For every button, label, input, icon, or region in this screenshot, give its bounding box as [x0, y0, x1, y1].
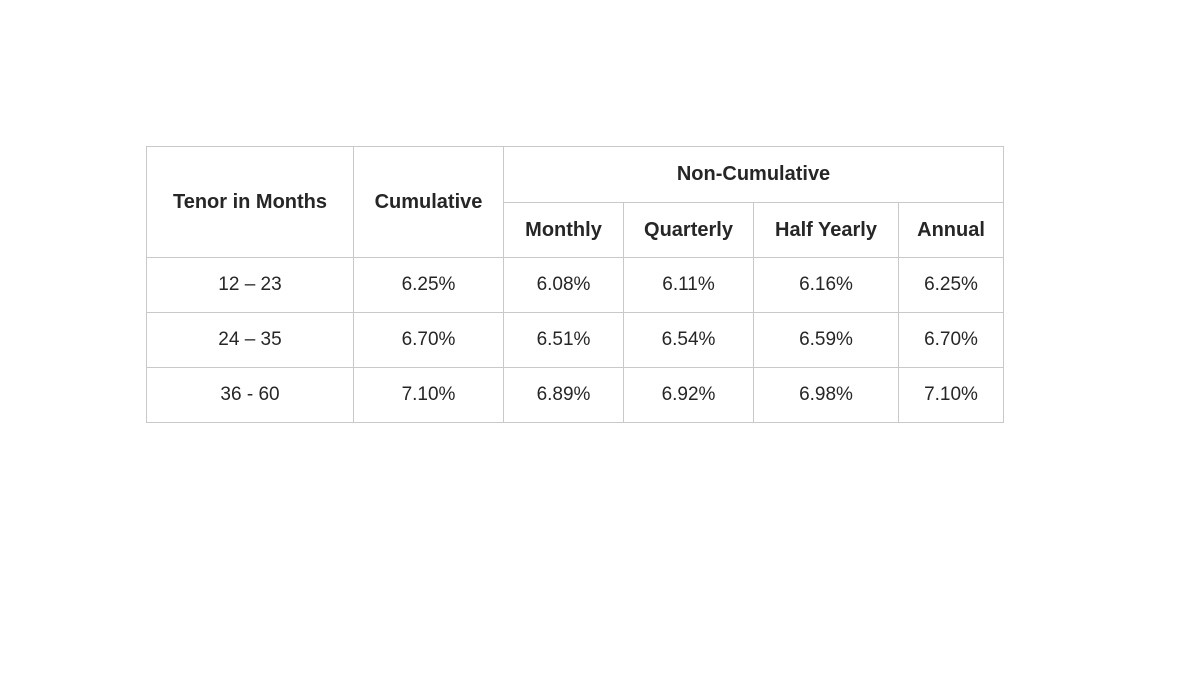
- col-header-tenor: Tenor in Months: [146, 146, 354, 258]
- col-header-monthly: Monthly: [503, 202, 624, 258]
- table-row: 12 – 23 6.25% 6.08% 6.11% 6.16% 6.25%: [146, 257, 1005, 313]
- cell-monthly-rate: 6.08%: [503, 257, 624, 313]
- col-header-non-cumulative: Non-Cumulative: [502, 146, 1005, 203]
- header-row-sub: Monthly Quarterly Half Yearly Annual: [147, 202, 1005, 258]
- cell-cumulative-rate: 6.25%: [353, 257, 504, 313]
- cell-monthly-rate: 6.89%: [503, 367, 624, 423]
- cell-tenor: 12 – 23: [146, 257, 354, 313]
- col-header-annual: Annual: [897, 202, 1005, 258]
- cell-quarterly-rate: 6.54%: [623, 312, 754, 368]
- cell-tenor: 36 - 60: [146, 367, 354, 423]
- rates-table-container: Tenor in Months Cumulative Non-Cumulativ…: [146, 146, 1005, 423]
- cell-cumulative-rate: 7.10%: [353, 367, 504, 423]
- cell-annual-rate: 7.10%: [897, 367, 1005, 423]
- cell-quarterly-rate: 6.92%: [623, 367, 754, 423]
- cell-half-yearly-rate: 6.16%: [753, 257, 899, 313]
- col-header-quarterly: Quarterly: [623, 202, 754, 258]
- cell-monthly-rate: 6.51%: [503, 312, 624, 368]
- cell-half-yearly-rate: 6.98%: [753, 367, 899, 423]
- cell-cumulative-rate: 6.70%: [353, 312, 504, 368]
- cell-half-yearly-rate: 6.59%: [753, 312, 899, 368]
- cell-quarterly-rate: 6.11%: [623, 257, 754, 313]
- cell-annual-rate: 6.70%: [897, 312, 1005, 368]
- col-header-cumulative: Cumulative: [353, 146, 504, 258]
- table-row: 24 – 35 6.70% 6.51% 6.54% 6.59% 6.70%: [146, 312, 1005, 368]
- cell-tenor: 24 – 35: [146, 312, 354, 368]
- header-row-top: Tenor in Months Cumulative Non-Cumulativ…: [146, 146, 1005, 258]
- table-row: 36 - 60 7.10% 6.89% 6.92% 6.98% 7.10%: [146, 367, 1005, 423]
- deposit-rates-table: Tenor in Months Cumulative Non-Cumulativ…: [146, 146, 1005, 423]
- cell-annual-rate: 6.25%: [897, 257, 1005, 313]
- col-header-half-yearly: Half Yearly: [753, 202, 899, 258]
